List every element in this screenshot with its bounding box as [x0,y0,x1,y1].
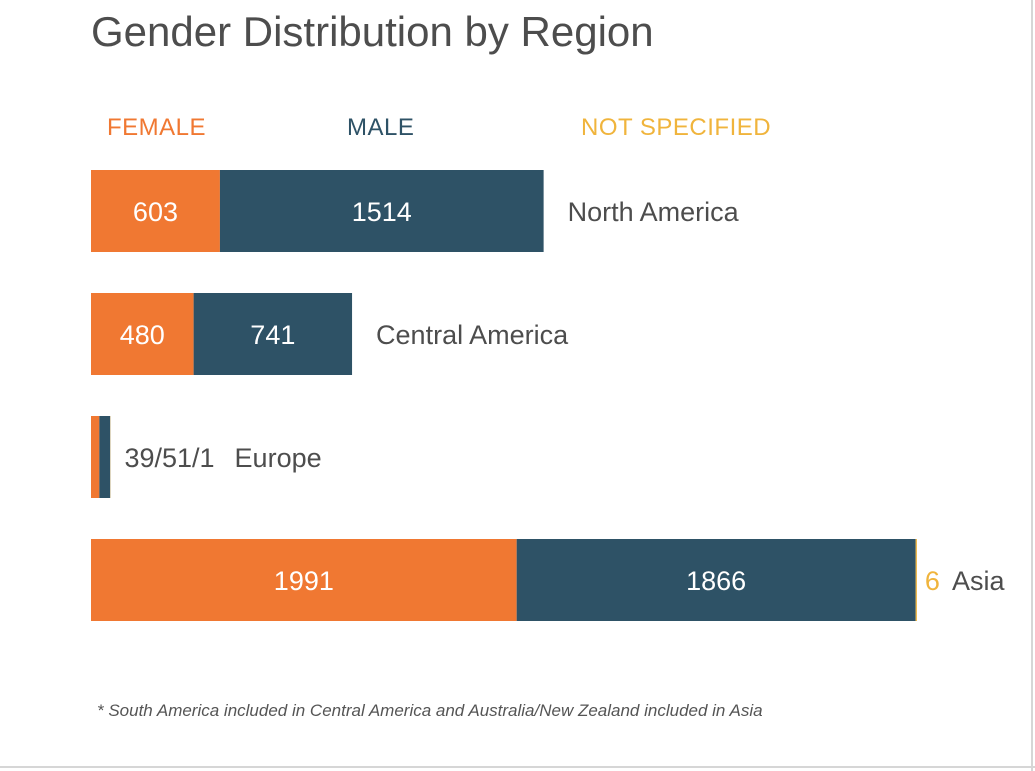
data-label-male-central-america: 741 [250,320,295,350]
data-label-combined-europe: 39/51/1 [124,443,214,473]
category-label-north-america: North America [568,197,740,227]
category-label-europe: Europe [235,443,322,473]
chart-title: Gender Distribution by Region [91,8,654,55]
bar-female-asia [91,539,517,621]
category-label-central-america: Central America [376,320,569,350]
data-label-male-asia: 1866 [686,566,746,596]
bar-male-europe [99,416,111,498]
data-label-not-specified-asia: 6 [925,566,940,596]
bar-male-north-america [219,170,544,252]
category-label-asia: Asia [952,566,1006,596]
data-label-male-north-america: 1514 [352,197,412,227]
bar-male-asia [516,539,916,621]
data-label-female-asia: 1991 [274,566,334,596]
footnote: * South America included in Central Amer… [97,701,763,720]
frame-bottom-border [0,766,1035,768]
legend-female: FEMALE [107,114,207,141]
bar-male-central-america [193,293,353,375]
bar-female-central-america [91,293,194,375]
legend-male: MALE [347,114,415,141]
frame-right-border [1031,0,1033,771]
data-label-female-north-america: 603 [133,197,178,227]
bar-female-north-america [91,170,220,252]
bar-not-specified-asia [915,539,917,621]
legend-not-specified: NOT SPECIFIED [581,114,772,141]
bar-female-europe [91,416,100,498]
data-label-female-central-america: 480 [120,320,165,350]
